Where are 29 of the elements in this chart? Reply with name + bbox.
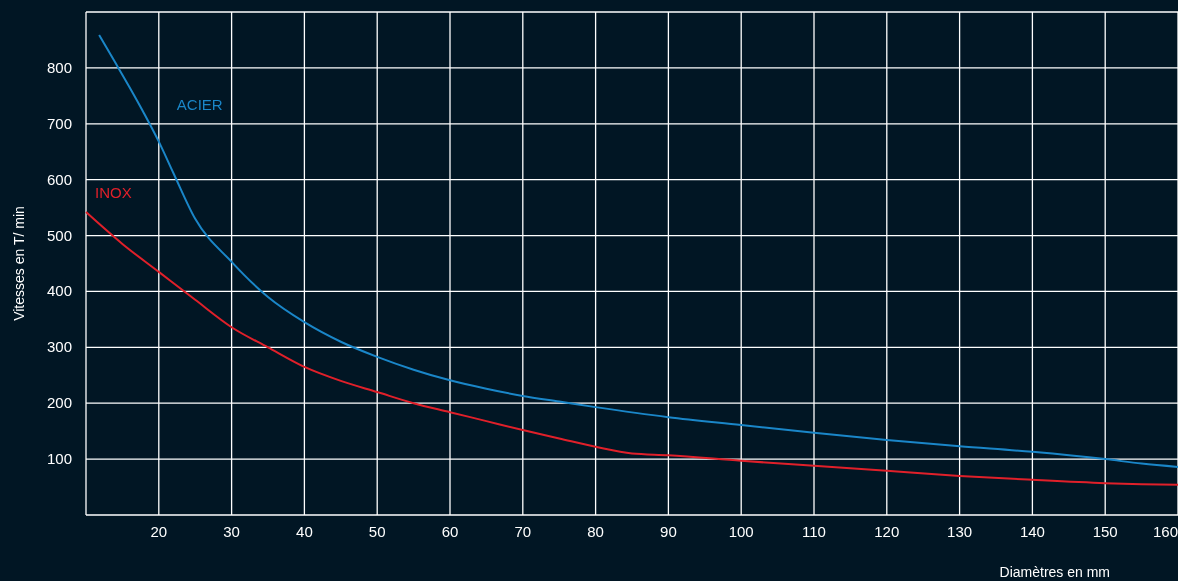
- x-tick-label: 110: [802, 523, 826, 540]
- y-tick-label: 600: [46, 170, 72, 188]
- x-axis-title: Diamètres en mm: [999, 564, 1110, 580]
- x-tick-label: 120: [874, 523, 900, 540]
- y-tick-label: 100: [46, 450, 72, 468]
- y-tick-label: 800: [46, 58, 72, 76]
- x-tick-label: 70: [514, 523, 532, 540]
- y-tick-label: 400: [46, 282, 72, 300]
- line-series: [98, 33, 1178, 468]
- series-label: ACIER: [176, 95, 223, 113]
- line-series: [85, 211, 1178, 486]
- y-tick-label: 700: [46, 114, 72, 132]
- x-tick-label: 160: [1152, 523, 1178, 540]
- y-tick-label: 200: [46, 394, 72, 412]
- series-label: INOX: [95, 184, 132, 202]
- x-tick-label: 150: [1092, 523, 1118, 540]
- x-tick-label: 130: [947, 523, 973, 540]
- y-tick-label: 300: [46, 338, 72, 356]
- x-tick-label: 140: [1019, 523, 1045, 540]
- x-tick-label: 30: [223, 523, 240, 540]
- x-tick-label: 40: [296, 523, 313, 540]
- x-tick-label: 60: [441, 523, 459, 540]
- y-tick-label: 500: [46, 226, 72, 244]
- x-tick-label: 100: [728, 523, 754, 540]
- x-tick-label: 20: [150, 523, 168, 540]
- y-axis-title: Vitesses en T/ min: [11, 206, 27, 321]
- x-tick-label: 80: [587, 523, 604, 540]
- x-tick-label: 50: [368, 523, 386, 540]
- x-tick-label: 90: [660, 523, 677, 540]
